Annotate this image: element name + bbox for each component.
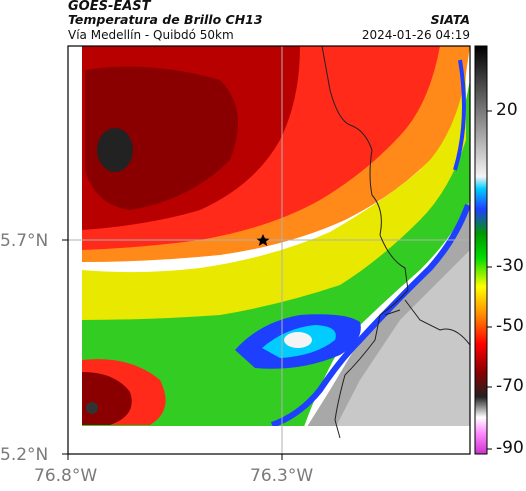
timestamp: 2024-01-26 04:19 bbox=[361, 28, 470, 42]
satellite-name: GOES-EAST bbox=[68, 0, 151, 14]
colorbar-tick-label: -50 bbox=[496, 316, 524, 336]
star-icon bbox=[256, 234, 270, 246]
lon-label-east: 76.3°W bbox=[250, 466, 314, 486]
map-frame bbox=[67, 45, 471, 455]
colorbar-tick-label: -70 bbox=[496, 376, 524, 396]
lon-label-west: 76.8°W bbox=[34, 466, 98, 486]
lat-label-south: 5.2°N bbox=[0, 445, 49, 465]
department-border bbox=[321, 45, 471, 439]
agency-name: SIATA bbox=[430, 12, 470, 27]
colorbar-tick-label: -30 bbox=[496, 256, 524, 276]
lat-label-north: 5.7°N bbox=[0, 231, 49, 251]
region-subtitle: Vía Medellín - Quibdó 50km bbox=[68, 28, 234, 42]
colorbar-tick-label: -90 bbox=[496, 438, 524, 458]
colorbar-tick-label: 20 bbox=[496, 100, 518, 120]
brightness-temperature-field bbox=[68, 46, 470, 426]
product-title: Temperatura de Brillo CH13 bbox=[68, 12, 263, 27]
map-header: GOES-EAST Temperatura de Brillo CH13 Vía… bbox=[0, 0, 526, 46]
colorbar bbox=[474, 45, 488, 455]
